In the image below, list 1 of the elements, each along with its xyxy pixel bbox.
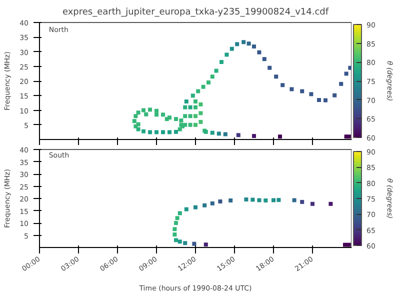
- chart-title: expres_earth_jupiter_europa_txka-y235_19900824_v14.cdf: [62, 8, 330, 18]
